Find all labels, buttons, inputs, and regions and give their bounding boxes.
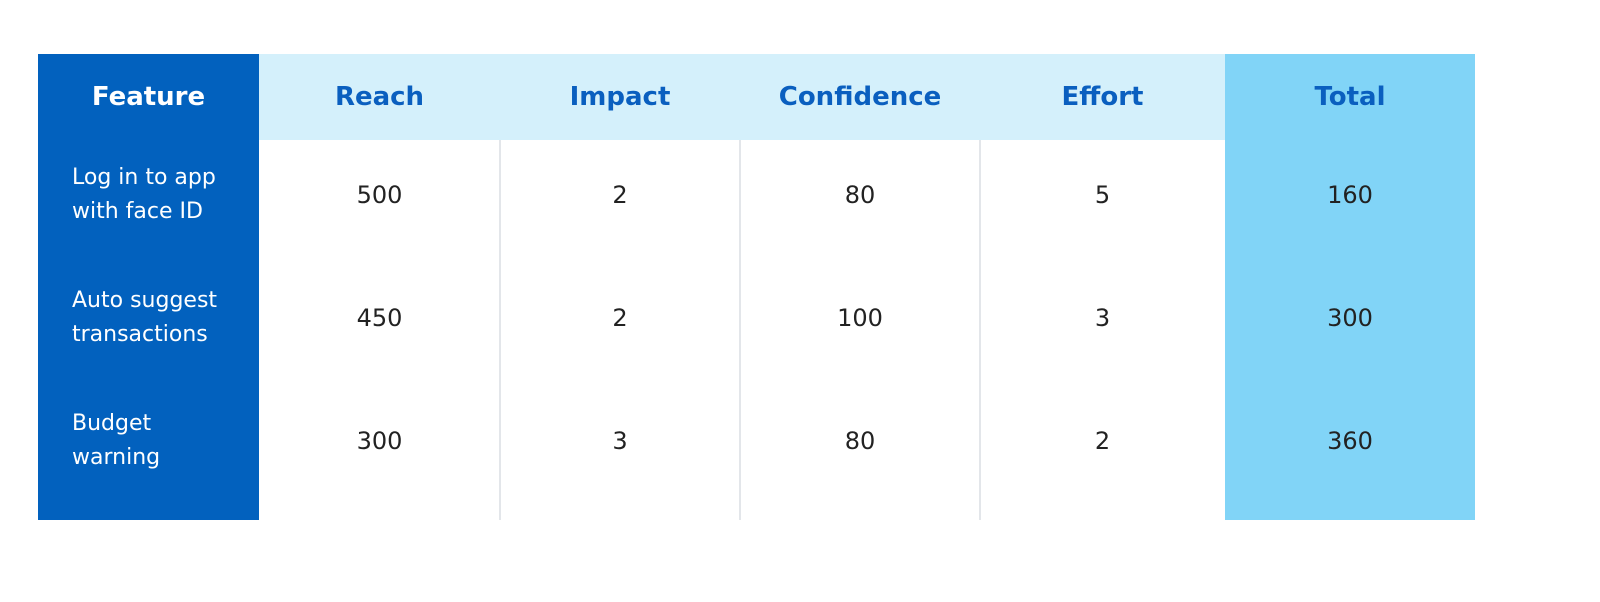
- value-cell: 3: [612, 427, 628, 455]
- header-cell: Feature: [91, 82, 206, 112]
- total-cell: 300: [1327, 304, 1373, 332]
- header-cell: Confidence: [778, 82, 942, 112]
- feature-line: Log in to app: [72, 165, 216, 190]
- total-cell: 360: [1327, 427, 1373, 455]
- value-cell: 80: [844, 181, 876, 209]
- value-cell: 80: [844, 427, 876, 455]
- feature-column-bg: [38, 54, 259, 520]
- value-cell: 2: [1094, 427, 1111, 455]
- total-column-bg: [1225, 54, 1475, 520]
- column-divider: [739, 140, 741, 520]
- feature-line: transactions: [72, 322, 208, 347]
- feature-line: Auto suggest: [72, 288, 218, 313]
- total-cell: 160: [1327, 181, 1373, 209]
- header-cell: Effort: [1061, 82, 1144, 112]
- header-cell: Impact: [569, 82, 671, 112]
- value-cell: 500: [356, 181, 403, 209]
- column-divider: [499, 140, 501, 520]
- feature-line: with face ID: [72, 199, 203, 224]
- header-cell: Total: [1314, 82, 1386, 112]
- header-cell: Reach: [334, 82, 425, 112]
- feature-cell: Budget warning: [72, 407, 252, 475]
- value-cell: 3: [1094, 304, 1111, 332]
- value-cell: 100: [837, 304, 883, 332]
- value-cell: 2: [612, 181, 628, 209]
- value-cell: 5: [1094, 181, 1111, 209]
- header-row-bg: [259, 54, 1225, 140]
- value-cell: 300: [356, 427, 403, 455]
- feature-line: warning: [72, 445, 161, 470]
- value-cell: 2: [612, 304, 628, 332]
- feature-cell: Auto suggest transactions: [72, 284, 252, 352]
- feature-cell: Log in to app with face ID: [72, 161, 252, 229]
- feature-line: Budget: [72, 411, 152, 436]
- column-divider: [979, 140, 981, 520]
- value-cell: 450: [356, 304, 403, 332]
